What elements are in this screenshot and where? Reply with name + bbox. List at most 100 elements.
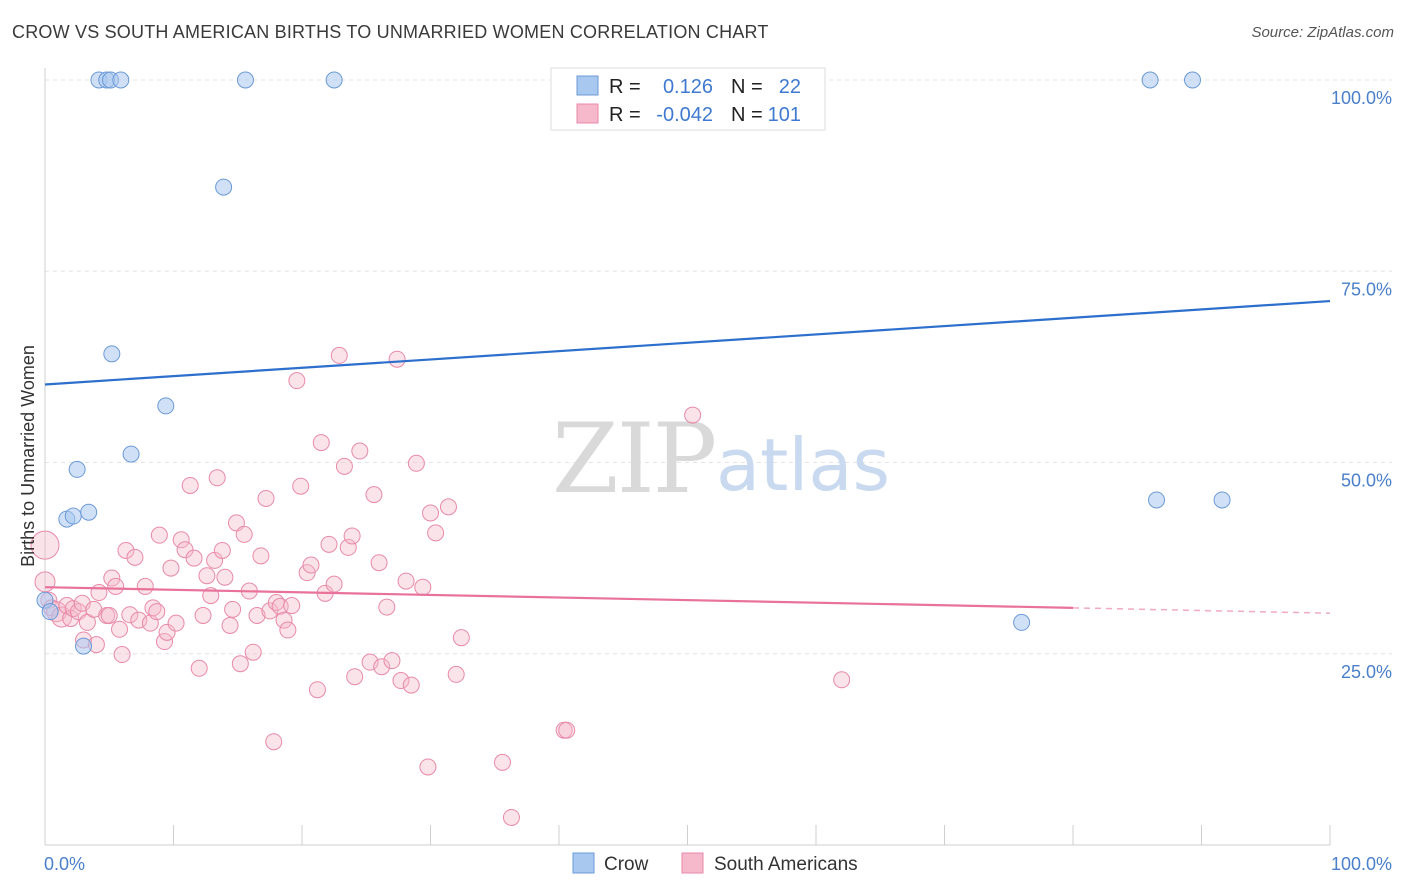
south-americans-point-62 <box>279 621 297 639</box>
south-americans-point-35 <box>172 531 190 549</box>
y-tick-label-3: 25.0% <box>1341 662 1392 682</box>
south-americans-point-48 <box>224 600 242 618</box>
south-americans-point-75 <box>339 538 357 556</box>
legend-n-label-south-americans: N = <box>731 104 763 126</box>
south-americans-point-61 <box>275 611 293 629</box>
south-americans-point-53 <box>244 643 262 661</box>
legend-n-value-crow: 22 <box>779 76 801 98</box>
south-americans-point-21 <box>113 646 131 664</box>
south-americans-point-85 <box>388 350 406 368</box>
crow-point-3 <box>64 507 82 525</box>
watermark-zip: ZIP <box>552 403 715 515</box>
south-americans-point-73 <box>330 346 348 364</box>
south-americans-trend-line <box>44 586 1074 609</box>
south-americans-point-77 <box>346 668 364 686</box>
crow-point-1 <box>41 603 59 621</box>
south-americans-point-69 <box>312 434 330 452</box>
south-americans-point-68 <box>308 681 326 699</box>
south-americans-point-101 <box>684 406 702 424</box>
south-americans-point-0 <box>30 530 60 560</box>
crow-point-21 <box>1213 491 1231 509</box>
crow-point-17 <box>1013 613 1031 631</box>
south-americans-point-95 <box>447 665 465 683</box>
south-americans-point-47 <box>221 616 239 634</box>
south-americans-point-37 <box>181 476 199 494</box>
south-americans-point-32 <box>158 623 176 641</box>
south-americans-point-87 <box>397 572 415 590</box>
crow-point-16 <box>325 71 343 89</box>
crow-point-20 <box>1184 71 1202 89</box>
y-tick-labels: 100.0% 75.0% 50.0% 25.0% <box>1331 88 1392 682</box>
legend-r-label-south-americans: R = <box>609 104 641 126</box>
south-americans-point-58 <box>265 733 283 751</box>
source-label: Source: ZipAtlas.com <box>1251 24 1394 41</box>
crow-point-5 <box>75 637 93 655</box>
south-americans-point-97 <box>493 753 511 771</box>
south-americans-point-39 <box>190 659 208 677</box>
x-tick-label-1: 100.0% <box>1331 854 1392 874</box>
south-americans-point-94 <box>439 498 457 516</box>
south-americans-point-1 <box>34 571 56 593</box>
south-americans-point-19 <box>107 577 125 595</box>
south-americans-point-41 <box>198 567 216 585</box>
south-americans-point-84 <box>383 652 401 670</box>
south-americans-point-90 <box>414 578 432 596</box>
south-americans-point-78 <box>351 442 369 460</box>
south-americans-point-29 <box>148 603 166 621</box>
south-americans-point-93 <box>427 524 445 542</box>
crow-point-13 <box>157 397 175 415</box>
south-americans-points <box>30 346 851 826</box>
south-americans-point-20 <box>111 620 129 638</box>
south-americans-point-89 <box>407 454 425 472</box>
south-americans-point-46 <box>216 568 234 586</box>
south-americans-point-44 <box>208 469 226 487</box>
crow-point-19 <box>1148 491 1166 509</box>
crow-point-11 <box>103 345 121 363</box>
south-americans-point-30 <box>150 526 168 544</box>
bottom-legend: Crow South Americans <box>572 852 858 875</box>
crow-trend-line <box>44 299 1331 386</box>
axes <box>44 68 1331 846</box>
south-americans-point-50 <box>231 655 249 673</box>
south-americans-point-33 <box>162 559 180 577</box>
south-americans-point-86 <box>392 672 410 690</box>
south-americans-point-91 <box>419 758 437 776</box>
south-americans-point-98 <box>502 808 520 826</box>
south-americans-point-71 <box>320 535 338 553</box>
crow-point-6 <box>80 503 98 521</box>
crow-points <box>36 71 1231 655</box>
south-americans-point-54 <box>248 607 266 624</box>
south-americans-point-96 <box>452 629 470 647</box>
legend: R = 0.126 N = 22 R = -0.042 N = 101 <box>550 67 826 131</box>
south-americans-point-40 <box>194 607 212 624</box>
crow-point-12 <box>122 445 140 463</box>
y-tick-label-2: 50.0% <box>1341 471 1392 491</box>
south-americans-point-57 <box>261 602 279 620</box>
south-americans-point-38 <box>185 549 203 567</box>
crow-point-18 <box>1141 71 1159 89</box>
south-americans-point-23 <box>121 606 139 624</box>
south-americans-point-45 <box>213 541 231 559</box>
south-americans-point-102 <box>833 671 851 689</box>
south-americans-point-92 <box>422 504 439 522</box>
crow-point-4 <box>68 460 86 478</box>
legend-r-value-crow: 0.126 <box>663 76 713 98</box>
x-tick-labels: 0.0% 100.0% <box>44 854 1392 874</box>
south-americans-point-80 <box>365 486 383 504</box>
south-americans-point-63 <box>283 597 301 615</box>
legend-r-value-south-americans: -0.042 <box>656 104 713 126</box>
south-americans-point-100 <box>558 721 576 739</box>
legend-n-label-crow: N = <box>731 76 763 98</box>
south-americans-point-82 <box>373 658 391 676</box>
south-americans-point-18 <box>103 569 121 587</box>
south-americans-point-56 <box>257 489 275 507</box>
south-americans-trend-extension <box>1072 607 1331 614</box>
y-tick-label-0: 100.0% <box>1331 88 1392 108</box>
south-americans-point-26 <box>136 577 154 595</box>
south-americans-point-17 <box>100 607 118 624</box>
watermark-atlas: atlas <box>716 423 890 507</box>
bottom-legend-crow: Crow <box>604 854 649 875</box>
south-americans-point-81 <box>370 554 388 572</box>
legend-swatch-crow <box>576 75 599 96</box>
legend-swatch-south-americans <box>576 103 599 124</box>
